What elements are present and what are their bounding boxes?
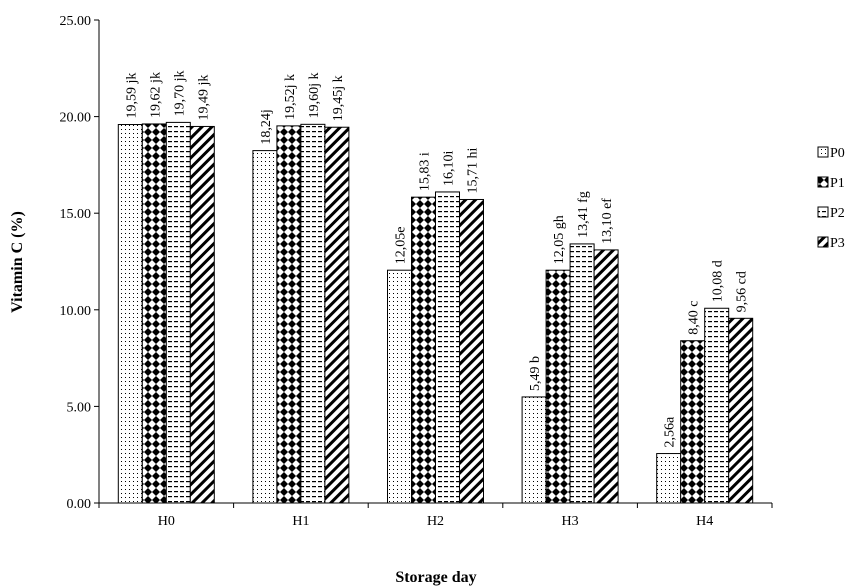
data-label: 19,52j k — [283, 74, 298, 120]
legend-label: P2 — [830, 206, 845, 221]
data-label: 15,71 hi — [466, 147, 481, 193]
bar-p1-h4 — [680, 340, 706, 504]
bar-p2-h4 — [704, 307, 730, 504]
legend-label: P3 — [830, 236, 845, 251]
data-label: 16,10i — [442, 150, 457, 186]
y-axis-title: Vitamin C (%) — [9, 211, 26, 313]
legend-label: P0 — [830, 146, 845, 161]
bars — [117, 121, 754, 504]
legend-label: P1 — [830, 176, 845, 191]
data-labels: 19,59 jk 18,24j 12,05e 5,49 b 2,56a 19,62 jk 1… — [124, 71, 749, 448]
bar-p2-h2 — [435, 191, 460, 504]
data-label: 2,56a — [663, 416, 678, 448]
bar-p0-h1 — [252, 150, 278, 504]
y-tick-label: 25.00 — [60, 14, 92, 29]
legend-swatch-p3 — [817, 236, 829, 248]
data-label: 19,70 jk — [172, 71, 187, 117]
x-tick-label: H3 — [562, 514, 579, 529]
legend: P0 P1 P2 P3 — [817, 146, 845, 251]
bar-p3-h3 — [593, 249, 619, 504]
bar-p0-h3 — [521, 396, 547, 504]
legend-swatch-p1 — [817, 176, 829, 188]
legend-swatch-p0 — [817, 146, 829, 158]
data-label: 12,05 gh — [552, 215, 567, 264]
bar-p3-h0 — [189, 125, 215, 504]
data-label: 8,40 c — [687, 300, 702, 334]
data-label: 9,56 cd — [735, 271, 750, 312]
y-tick-label: 5.00 — [67, 400, 92, 415]
bar-p2-h0 — [165, 121, 191, 504]
y-axis: 0.00 5.00 10.00 15.00 20.00 25.00 — [60, 14, 100, 512]
data-label: 19,59 jk — [124, 73, 139, 119]
x-tick-label: H2 — [427, 514, 444, 529]
bar-p1-h1 — [276, 125, 302, 504]
data-label: 19,45j k — [331, 75, 346, 121]
data-label: 13,41 fg — [576, 191, 591, 238]
data-label: 19,49 jk — [196, 75, 211, 121]
y-tick-label: 15.00 — [60, 207, 92, 222]
x-tick-label: H1 — [292, 514, 309, 529]
y-tick-label: 20.00 — [60, 111, 92, 126]
bar-p3-h4 — [728, 317, 754, 504]
bar-p1-h2 — [411, 196, 436, 504]
x-tick-label: H0 — [158, 514, 175, 529]
bar-p1-h0 — [141, 123, 167, 504]
bar-p2-h1 — [300, 123, 326, 504]
data-label: 12,05e — [394, 226, 409, 264]
x-axis-title: Storage day — [395, 569, 476, 586]
y-tick-label: 10.00 — [60, 304, 92, 319]
x-axis: H0 H1 H2 H3 H4 — [98, 502, 773, 529]
bar-p2-h3 — [569, 243, 595, 504]
data-label: 19,60j k — [307, 72, 322, 118]
bar-p0-h0 — [117, 124, 143, 504]
bar-p0-h2 — [387, 269, 412, 504]
bar-p3-h1 — [324, 126, 350, 504]
data-label: 19,62 jk — [148, 72, 163, 118]
y-tick-label: 0.00 — [67, 497, 92, 512]
data-label: 15,83 i — [418, 152, 433, 191]
data-label: 10,08 d — [711, 260, 726, 302]
legend-swatch-p2 — [817, 206, 829, 218]
data-label: 5,49 b — [528, 356, 543, 391]
x-tick-label: H4 — [696, 514, 713, 529]
data-label: 13,10 ef — [600, 198, 615, 244]
bar-p0-h4 — [656, 453, 682, 504]
data-label: 18,24j — [259, 109, 274, 144]
bar-p3-h2 — [459, 198, 484, 504]
bar-p1-h3 — [545, 269, 571, 504]
